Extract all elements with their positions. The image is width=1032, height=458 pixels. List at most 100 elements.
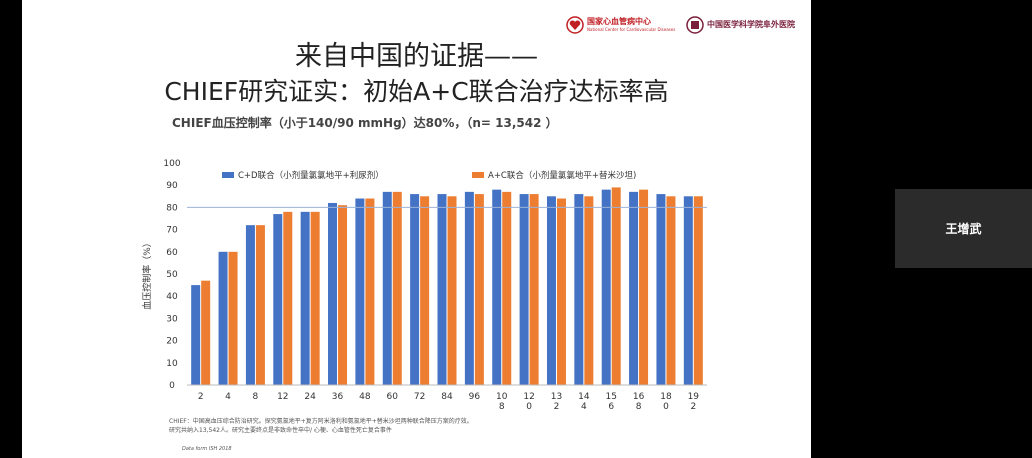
bar-cd <box>300 211 310 385</box>
bar-ac <box>338 205 348 385</box>
x-tick-label: 24 <box>304 392 316 402</box>
x-tick-label: 15 <box>605 392 616 402</box>
x-tick-label: 84 <box>441 392 453 402</box>
bar-cd <box>437 194 447 385</box>
y-tick-label: 60 <box>166 248 178 258</box>
bar-ac <box>420 196 430 385</box>
bar-ac <box>255 225 265 385</box>
x-tick-label: 12 <box>523 392 534 402</box>
bar-cd <box>656 194 666 385</box>
y-tick-label: 20 <box>166 337 178 347</box>
bar-cd <box>546 196 556 385</box>
x-tick-label: 2 <box>554 402 560 410</box>
x-tick-label: 4 <box>581 402 587 410</box>
bar-cd <box>218 251 228 385</box>
bar-cd <box>328 202 338 385</box>
bar-cd <box>382 191 392 385</box>
x-tick-label: 13 <box>551 392 562 402</box>
y-tick-label: 70 <box>166 226 178 236</box>
bar-cd <box>683 196 693 385</box>
x-tick-label: 6 <box>608 402 614 410</box>
x-tick-label: 8 <box>636 402 642 410</box>
pumch-emblem-icon <box>686 16 704 34</box>
x-tick-label: 8 <box>253 392 259 402</box>
bar-cd <box>191 285 201 385</box>
x-tick-label: 60 <box>387 392 399 402</box>
bar-cd <box>355 198 365 385</box>
legend-label: C+D联合（小剂量氯氯地平+利尿剂） <box>238 170 384 181</box>
data-source: Data form ISH 2018 <box>182 446 232 452</box>
y-tick-label: 10 <box>166 359 178 369</box>
legend-label: A+C联合（小剂量氯氯地平+替米沙坦) <box>488 170 636 181</box>
slide-title-line1: 来自中国的证据—— <box>295 41 538 72</box>
legend-swatch <box>472 172 484 178</box>
participant-sidebar: 王增武 <box>811 0 1032 458</box>
slide: 国家心血管病中心 National Center for Cardiovascu… <box>22 0 811 458</box>
x-tick-label: 96 <box>469 392 481 402</box>
bar-ac <box>584 196 594 385</box>
bar-ac <box>228 251 238 385</box>
bar-cd <box>245 225 255 385</box>
bar-ac <box>556 198 566 385</box>
y-tick-label: 0 <box>169 381 175 391</box>
bar-ac <box>666 196 676 385</box>
ncccd-logo-en: National Center for Cardiovascular Disea… <box>587 26 676 32</box>
ncccd-heart-icon <box>566 16 584 34</box>
x-tick-label: 8 <box>499 402 505 410</box>
bar-ac <box>365 198 375 385</box>
x-tick-label: 19 <box>688 392 700 402</box>
bar-cd <box>492 189 502 385</box>
x-tick-label: 4 <box>225 392 231 402</box>
bar-ac <box>502 191 512 385</box>
bar-cd <box>273 214 283 385</box>
bar-ac <box>201 280 211 385</box>
x-tick-label: 36 <box>332 392 344 402</box>
chart-subtitle: CHIEF血压控制率（小于140/90 mmHg）达80%，（n= 13,542… <box>172 116 558 130</box>
bar-cd <box>574 194 584 385</box>
bar-cd <box>410 194 420 385</box>
bar-cd <box>519 194 529 385</box>
ncccd-logo: 国家心血管病中心 National Center for Cardiovascu… <box>566 16 675 34</box>
y-tick-label: 50 <box>166 270 178 280</box>
bar-ac <box>474 194 484 385</box>
bar-ac <box>447 196 457 385</box>
bar-ac <box>283 211 293 385</box>
pumch-logo-name: 中国医学科学院阜外医院 <box>707 19 795 29</box>
footnote-line1: CHIEF：中国高血压综合防治研究。探究氨氯地平+复方阿米洛利和氨氯地平+替米沙… <box>169 418 473 425</box>
legend-swatch <box>222 172 234 178</box>
x-tick-label: 48 <box>359 392 371 402</box>
footnote: CHIEF：中国高血压综合防治研究。探究氨氯地平+复方阿米洛利和氨氯地平+替米沙… <box>169 417 589 435</box>
x-tick-label: 72 <box>414 392 425 402</box>
bar-ac <box>693 196 703 385</box>
bar-cd <box>601 189 611 385</box>
bar-cd <box>629 191 639 385</box>
bar-cd <box>464 191 474 385</box>
x-tick-label: 18 <box>660 392 672 402</box>
y-tick-label: 100 <box>163 159 180 169</box>
y-axis-label: 血压控制率（%） <box>141 238 153 310</box>
bar-ac <box>529 194 539 385</box>
x-tick-label: 2 <box>690 402 696 410</box>
x-tick-label: 0 <box>663 402 669 410</box>
y-tick-label: 40 <box>166 292 178 302</box>
bar-ac <box>310 211 320 385</box>
y-tick-label: 30 <box>166 314 178 324</box>
x-tick-label: 0 <box>526 402 532 410</box>
x-tick-label: 2 <box>198 392 204 402</box>
bar-ac <box>392 191 402 385</box>
x-tick-label: 14 <box>578 392 590 402</box>
slide-title-line2: CHIEF研究证实：初始A+C联合治疗达标率高 <box>164 77 669 106</box>
pumch-logo: 中国医学科学院阜外医院 <box>686 16 795 34</box>
footnote-line2: 研究共纳入13,542人。研究主要终点是非致命性卒中/ 心梗、心血管性死亡复合事… <box>169 427 392 434</box>
bar-ac <box>611 187 621 385</box>
participant-name: 王增武 <box>945 222 982 236</box>
x-tick-label: 16 <box>633 392 645 402</box>
y-tick-label: 90 <box>166 181 178 191</box>
x-tick-label: 10 <box>496 392 508 402</box>
ncccd-logo-name: 国家心血管病中心 <box>587 17 651 27</box>
participant-tile[interactable]: 王增武 <box>895 189 1032 268</box>
x-tick-label: 12 <box>277 392 288 402</box>
bar-ac <box>639 189 649 385</box>
y-tick-label: 80 <box>166 203 178 213</box>
